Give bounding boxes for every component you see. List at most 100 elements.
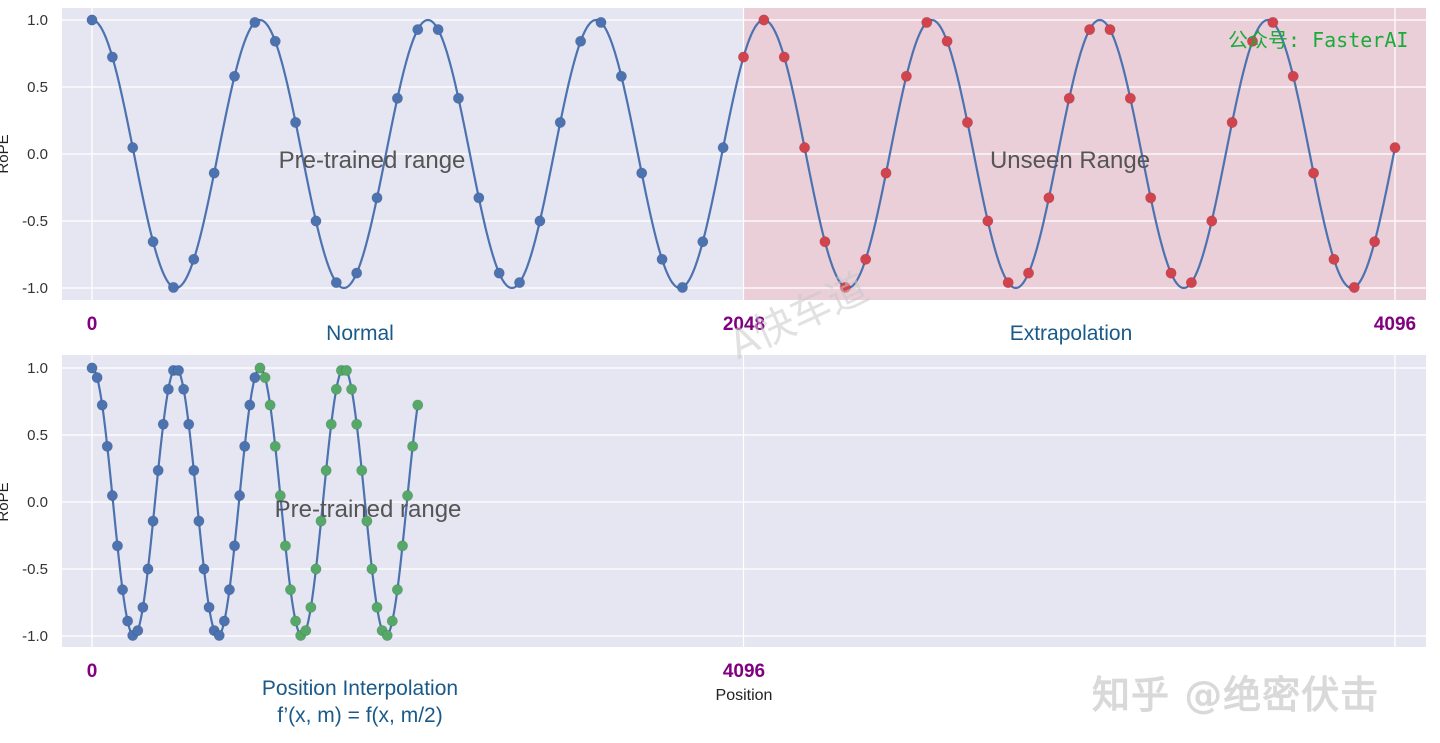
data-point-green: [356, 464, 368, 476]
data-point-red: [839, 281, 851, 293]
data-point-green: [305, 601, 317, 613]
data-point-red: [799, 142, 811, 154]
data-point-red: [860, 253, 872, 265]
data-point-blue: [157, 418, 169, 430]
data-point-red: [758, 14, 770, 26]
caption-formula: f’(x, m) = f(x, m/2): [277, 704, 442, 727]
data-point-red: [737, 51, 749, 63]
data-point-red: [961, 116, 973, 128]
data-point-blue: [412, 24, 424, 36]
data-point-blue: [213, 629, 225, 641]
data-point-blue: [147, 236, 159, 248]
data-point-green: [259, 372, 271, 384]
y-tick-label: 0.5: [27, 427, 48, 444]
data-point-green: [386, 615, 398, 627]
data-point-blue: [132, 625, 144, 637]
data-point-red: [1165, 267, 1177, 279]
data-point-red: [1023, 267, 1035, 279]
y-tick-labels: 1.0 0.5 0.0 -0.5 -1.0: [22, 360, 48, 645]
data-point-green: [325, 418, 337, 430]
data-point-blue: [117, 584, 129, 596]
y-tick-label: -1.0: [22, 280, 48, 297]
data-point-red: [1084, 24, 1096, 36]
position-markers: [86, 14, 1401, 293]
y-tick-label: 0.0: [27, 146, 48, 163]
data-point-blue: [218, 615, 230, 627]
data-point-blue: [183, 418, 195, 430]
data-point-green: [269, 440, 281, 452]
y-tick-label: 1.0: [27, 360, 48, 377]
data-point-red: [778, 51, 790, 63]
data-point-blue: [193, 515, 205, 527]
data-point-red: [1369, 236, 1381, 248]
data-point-blue: [310, 215, 322, 227]
data-point-blue: [656, 253, 668, 265]
region-label-pretrained: Pre-trained range: [279, 147, 466, 174]
data-point-green: [315, 515, 327, 527]
data-point-green: [371, 601, 383, 613]
data-point-green: [330, 383, 342, 395]
data-point-blue: [223, 584, 235, 596]
data-point-green: [320, 464, 332, 476]
data-point-blue: [575, 35, 587, 47]
y-tick-label: -0.5: [22, 561, 48, 578]
data-point-red: [982, 215, 994, 227]
data-point-green: [274, 490, 286, 502]
data-point-blue: [514, 277, 526, 289]
caption-extrapolation: Extrapolation: [1010, 322, 1133, 345]
data-point-blue: [173, 364, 185, 376]
y-axis-label: RoPE: [0, 134, 12, 173]
data-point-red: [1226, 116, 1238, 128]
data-point-green: [366, 563, 378, 575]
data-point-blue: [188, 464, 200, 476]
x-tick-label: 4096: [723, 661, 765, 682]
data-point-blue: [330, 277, 342, 289]
data-point-red: [1145, 192, 1157, 204]
y-tick-label: -0.5: [22, 213, 48, 230]
data-point-red: [1206, 215, 1218, 227]
position-markers: [86, 362, 424, 641]
data-point-green: [407, 440, 419, 452]
data-point-blue: [101, 440, 113, 452]
data-point-blue: [188, 253, 200, 265]
data-point-blue: [106, 490, 118, 502]
data-point-red: [880, 167, 892, 179]
x-tick-label: 0: [87, 661, 98, 682]
data-point-red: [900, 70, 912, 82]
data-point-blue: [86, 14, 98, 26]
data-point-blue: [137, 601, 149, 613]
y-tick-labels: 1.0 0.5 0.0 -0.5 -1.0: [22, 12, 48, 297]
region-label-unseen: Unseen Range: [990, 147, 1150, 174]
data-point-blue: [432, 24, 444, 36]
data-point-blue: [127, 142, 139, 154]
watermark-wechat: 公众号: FasterAI: [1228, 28, 1409, 52]
x-tick-label: 0: [87, 314, 98, 335]
data-point-blue: [106, 51, 118, 63]
y-tick-label: 1.0: [27, 12, 48, 29]
data-point-green: [361, 515, 373, 527]
data-point-red: [1063, 92, 1075, 104]
data-point-green: [402, 490, 414, 502]
x-tick-label: 4096: [1374, 314, 1416, 335]
data-point-red: [941, 35, 953, 47]
data-point-blue: [229, 540, 241, 552]
data-point-blue: [554, 116, 566, 128]
data-point-blue: [615, 70, 627, 82]
y-tick-label: 0.5: [27, 79, 48, 96]
data-point-blue: [244, 399, 256, 411]
data-point-red: [1308, 167, 1320, 179]
data-point-blue: [493, 267, 505, 279]
data-point-green: [310, 563, 322, 575]
data-point-red: [1002, 277, 1014, 289]
chart-position-interpolation: 1.0 0.5 0.0 -0.5 -1.0 RoPE Pre-trained range…: [0, 355, 1426, 727]
y-axis-label: RoPE: [0, 482, 12, 521]
data-point-blue: [111, 540, 123, 552]
data-point-red: [1043, 192, 1055, 204]
data-point-blue: [391, 92, 403, 104]
chart-normal-extrapolation: 1.0 0.5 0.0 -0.5 -1.0 RoPE Pre-trained range…: [0, 8, 1426, 345]
data-point-red: [819, 236, 831, 248]
data-point-blue: [167, 281, 179, 293]
data-point-green: [340, 364, 352, 376]
caption-normal: Normal: [326, 322, 394, 345]
data-point-red: [1124, 92, 1136, 104]
